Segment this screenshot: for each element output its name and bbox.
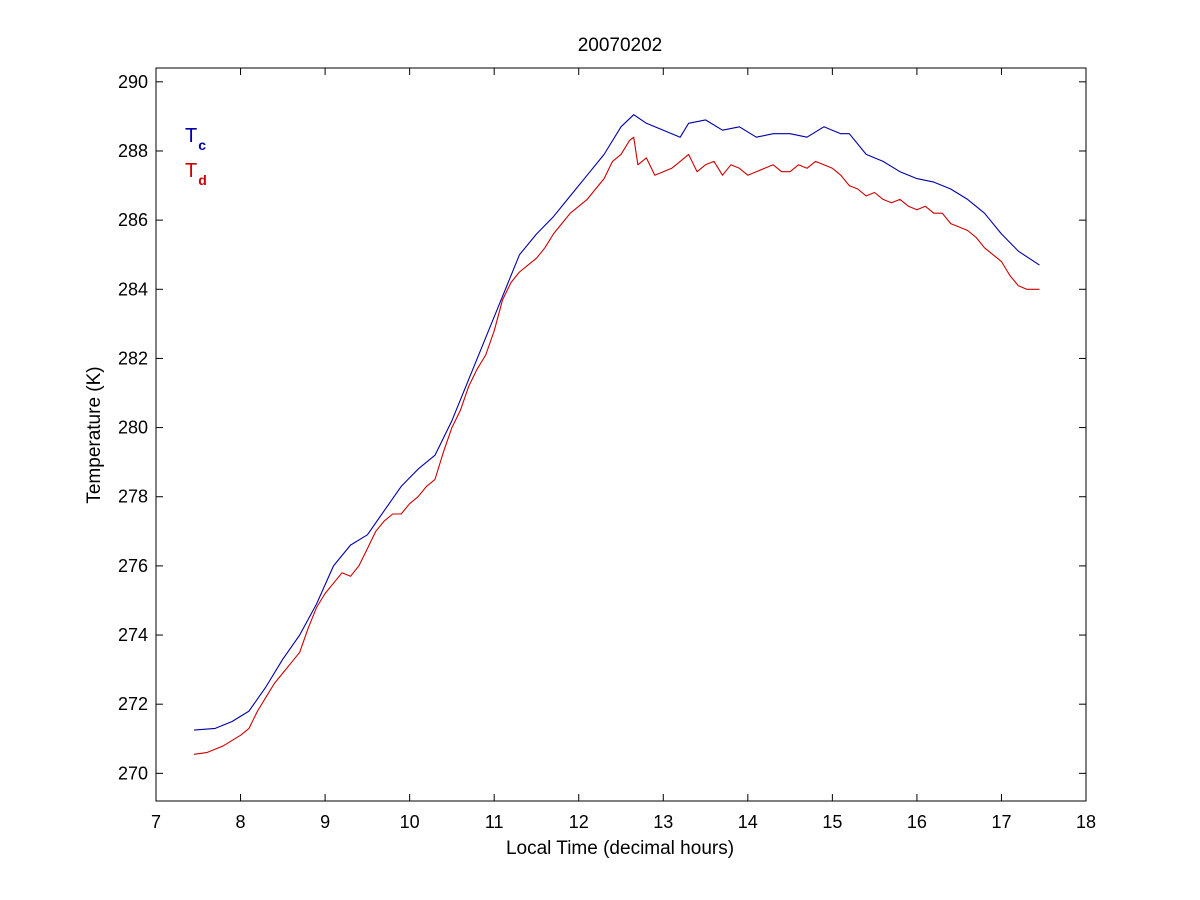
x-tick-label: 12 — [569, 812, 589, 832]
x-axis-label: Local Time (decimal hours) — [506, 838, 734, 859]
plot-area — [155, 67, 1087, 802]
y-tick-label: 284 — [118, 279, 148, 299]
x-tick-label: 8 — [236, 812, 246, 832]
series-line-tc — [193, 114, 1040, 731]
y-axis-label: Temperature (K) — [84, 366, 105, 503]
legend-subscript: c — [198, 137, 206, 153]
series-layer — [193, 114, 1040, 755]
legend-symbol: T — [185, 125, 197, 147]
x-tick-label: 13 — [653, 812, 673, 832]
x-tick-label: 16 — [907, 812, 927, 832]
x-tick-label: 10 — [400, 812, 420, 832]
y-tick-label: 276 — [118, 556, 148, 576]
y-tick-label: 274 — [118, 625, 148, 645]
x-tick-label: 11 — [485, 812, 504, 832]
y-tick-label: 280 — [118, 418, 148, 438]
y-tick-label: 282 — [118, 348, 148, 368]
x-tick-label: 14 — [738, 812, 758, 832]
legend-entry-tc: Tc — [185, 125, 206, 153]
y-tick-label: 270 — [118, 763, 148, 783]
x-tick-label: 17 — [991, 812, 1011, 832]
y-tick-label: 286 — [118, 210, 148, 230]
axis-ticks: 7 8 9 10 11 12 13 14 15 16 17 18 270 272 274 276 278 280 2… — [118, 68, 1096, 832]
y-tick-label: 272 — [118, 694, 148, 714]
x-tick-label: 9 — [320, 812, 330, 832]
series-line-td — [193, 136, 1040, 755]
x-tick-label: 15 — [822, 812, 842, 832]
x-tick-label: 18 — [1076, 812, 1096, 832]
x-tick-label: 7 — [151, 812, 161, 832]
chart-title: 20070202 — [578, 35, 663, 56]
y-tick-label: 278 — [118, 487, 148, 507]
legend-subscript: d — [198, 172, 207, 188]
legend-entry-td: Td — [185, 160, 207, 188]
y-tick-label: 290 — [118, 72, 148, 92]
legend-symbol: T — [185, 160, 197, 182]
y-tick-label: 288 — [118, 141, 148, 161]
